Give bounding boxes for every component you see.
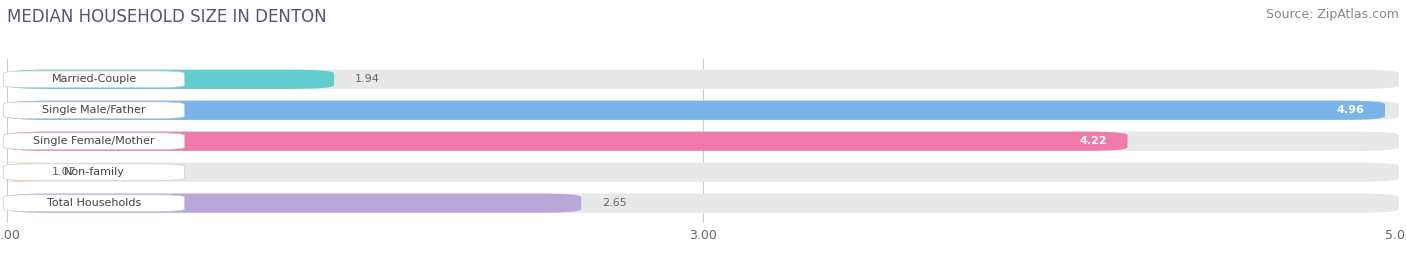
Text: 1.07: 1.07 xyxy=(52,167,77,177)
FancyBboxPatch shape xyxy=(0,162,49,182)
FancyBboxPatch shape xyxy=(7,194,1399,213)
FancyBboxPatch shape xyxy=(4,195,184,211)
Text: MEDIAN HOUSEHOLD SIZE IN DENTON: MEDIAN HOUSEHOLD SIZE IN DENTON xyxy=(7,8,326,26)
FancyBboxPatch shape xyxy=(7,132,1128,151)
FancyBboxPatch shape xyxy=(4,102,184,119)
Text: 4.96: 4.96 xyxy=(1336,105,1364,115)
Text: Single Female/Mother: Single Female/Mother xyxy=(34,136,155,146)
FancyBboxPatch shape xyxy=(7,70,335,89)
Text: Non-family: Non-family xyxy=(63,167,125,177)
Text: 1.94: 1.94 xyxy=(354,74,380,84)
FancyBboxPatch shape xyxy=(7,101,1385,120)
Text: 4.22: 4.22 xyxy=(1078,136,1107,146)
FancyBboxPatch shape xyxy=(4,71,184,88)
Text: 2.65: 2.65 xyxy=(602,198,627,208)
Text: Total Households: Total Households xyxy=(46,198,141,208)
Text: Single Male/Father: Single Male/Father xyxy=(42,105,146,115)
FancyBboxPatch shape xyxy=(4,133,184,150)
FancyBboxPatch shape xyxy=(7,162,1399,182)
FancyBboxPatch shape xyxy=(7,101,1399,120)
FancyBboxPatch shape xyxy=(7,194,581,213)
FancyBboxPatch shape xyxy=(4,164,184,180)
Text: Married-Couple: Married-Couple xyxy=(52,74,136,84)
FancyBboxPatch shape xyxy=(7,132,1399,151)
FancyBboxPatch shape xyxy=(7,70,1399,89)
Text: Source: ZipAtlas.com: Source: ZipAtlas.com xyxy=(1265,8,1399,21)
